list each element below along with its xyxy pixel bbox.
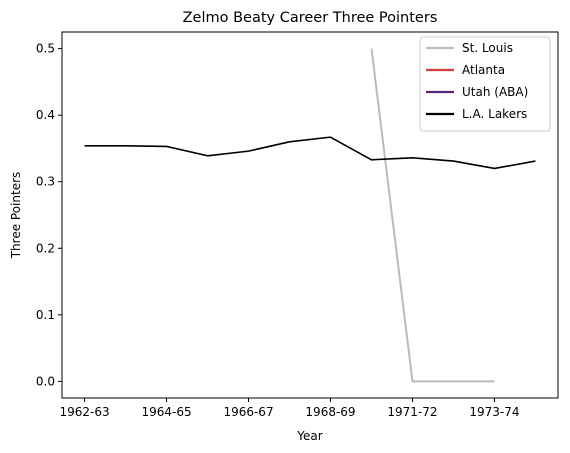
y-tick-label-0: 0.0 — [36, 374, 55, 388]
y-axis-label: Three Pointers — [9, 172, 23, 260]
series-line-3 — [84, 136, 536, 170]
legend: St. Louis Atlanta Utah (ABA) L.A. Lakers — [419, 36, 551, 132]
legend-label-0: St. Louis — [462, 41, 513, 55]
y-tick-label-5: 0.5 — [36, 42, 55, 56]
y-tick-label-2: 0.2 — [36, 241, 55, 255]
series-line-0 — [370, 48, 495, 383]
x-tick-label-3: 1968-69 — [305, 405, 355, 419]
y-tick-label-4: 0.4 — [36, 108, 55, 122]
y-axis: 0.0 0.1 0.2 0.3 0.4 0.5 — [36, 42, 62, 388]
x-tick-label-2: 1966-67 — [223, 405, 273, 419]
y-tick-label-1: 0.1 — [36, 308, 55, 322]
x-axis-label: Year — [296, 429, 322, 443]
legend-box — [419, 36, 551, 132]
x-tick-label-5: 1973-74 — [469, 405, 519, 419]
plot-area — [61, 31, 559, 399]
x-tick-label-4: 1971-72 — [387, 405, 437, 419]
x-axis: 1962-63 1964-65 1966-67 1968-69 1971-72 1973-… — [59, 398, 520, 419]
x-tick-label-1: 1964-65 — [141, 405, 191, 419]
plot-frame — [61, 31, 559, 399]
legend-label-3: L.A. Lakers — [462, 107, 527, 121]
chart-title: Zelmo Beaty Career Three Pointers — [183, 10, 438, 26]
legend-label-1: Atlanta — [462, 63, 505, 77]
legend-label-2: Utah (ABA) — [462, 85, 528, 99]
y-tick-label-3: 0.3 — [36, 175, 55, 189]
x-tick-label-0: 1962-63 — [59, 405, 109, 419]
